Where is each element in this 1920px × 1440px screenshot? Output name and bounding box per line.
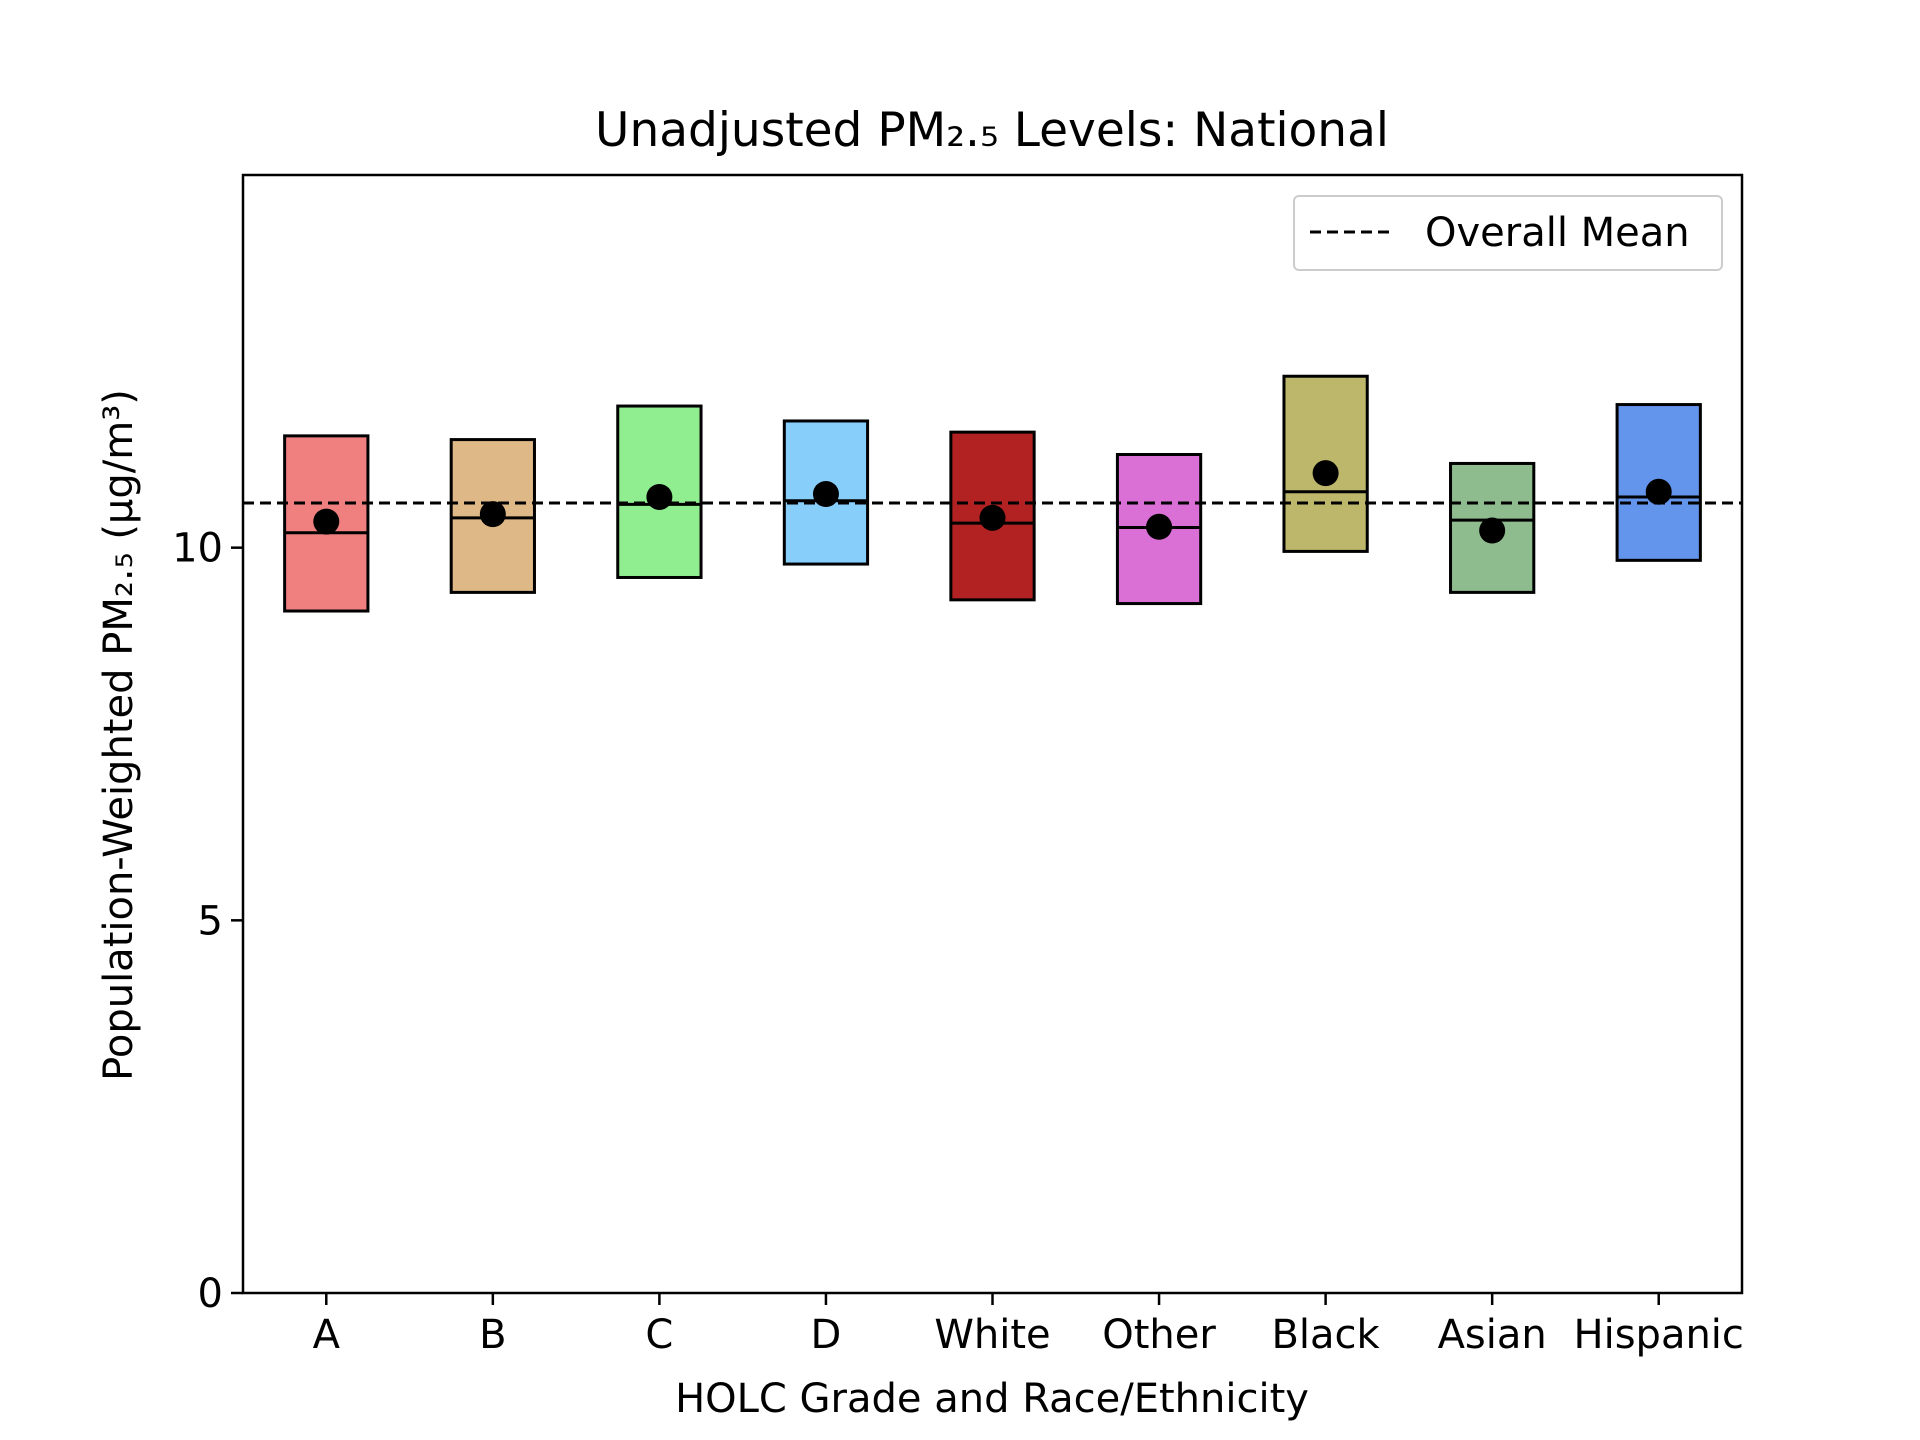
- box-mean-marker: [313, 508, 340, 535]
- x-tick-label: Asian: [1438, 1312, 1547, 1358]
- box-black: [1282, 374, 1369, 553]
- x-tick-label: C: [645, 1312, 673, 1358]
- x-axis-ticks: A B C D White Other Black Asian Hispanic: [313, 1293, 1744, 1358]
- y-axis-label: Population-Weighted PM₂.₅ (μg/m³): [96, 389, 142, 1081]
- box-white: [949, 430, 1036, 602]
- y-tick-label: 0: [198, 1271, 223, 1317]
- plot-area-frame: [241, 173, 1744, 1295]
- y-tick-label: 10: [172, 526, 223, 572]
- box-mean-marker: [479, 501, 506, 528]
- y-axis-ticks: 0 5 10: [172, 526, 243, 1317]
- box-c: [616, 404, 703, 579]
- box-mean-marker: [1479, 517, 1506, 544]
- chart-title: Unadjusted PM₂.₅ Levels: National: [595, 103, 1389, 158]
- x-tick-label: Hispanic: [1574, 1312, 1744, 1358]
- box-asian: [1449, 461, 1536, 594]
- x-tick-label: White: [934, 1312, 1050, 1358]
- boxes-layer: [283, 374, 1702, 613]
- box-mean-marker: [1312, 460, 1339, 487]
- x-tick-label: D: [811, 1312, 842, 1358]
- box-mean-marker: [1645, 478, 1672, 505]
- box-b: [449, 438, 536, 594]
- legend: Overall Mean: [1293, 195, 1723, 271]
- x-tick-label: Other: [1102, 1312, 1216, 1358]
- box-mean-marker: [812, 481, 839, 508]
- legend-label-overall-mean: Overall Mean: [1425, 210, 1690, 256]
- y-tick-label: 5: [198, 898, 223, 944]
- x-axis-label: HOLC Grade and Race/Ethnicity: [675, 1376, 1309, 1422]
- x-tick-label: B: [479, 1312, 506, 1358]
- box-mean-marker: [646, 483, 673, 510]
- box-a: [283, 434, 370, 613]
- box-other: [1115, 453, 1203, 606]
- box-mean-marker: [1146, 513, 1173, 540]
- box-d: [782, 419, 870, 566]
- x-tick-label: Black: [1271, 1312, 1380, 1358]
- x-tick-label: A: [313, 1312, 341, 1358]
- box-hispanic: [1615, 403, 1702, 562]
- box-mean-marker: [979, 504, 1006, 531]
- legend-box: [1293, 195, 1723, 271]
